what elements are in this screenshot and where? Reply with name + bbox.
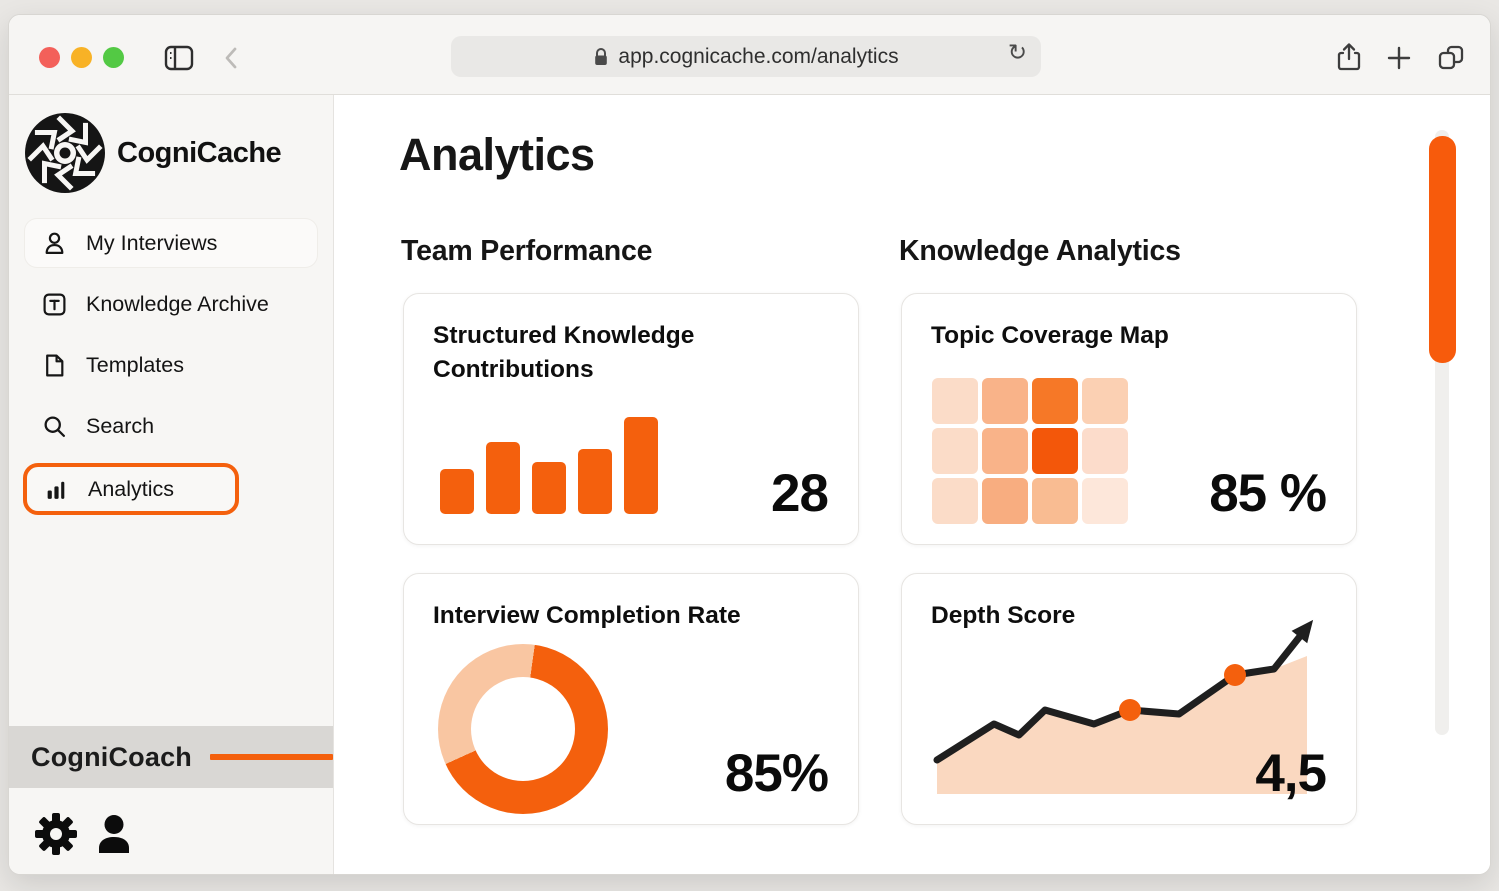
url-field[interactable]: app.cognicache.com/analytics ↻ [451,36,1041,77]
card-title: Interview Completion Rate [433,602,741,629]
card-value: 85% [724,744,829,803]
card-title: Topic Coverage Map [931,322,1169,349]
bar-chart [440,417,658,514]
brand-name: CogniCache [117,136,282,169]
sidebar-toggle-icon[interactable] [164,45,194,71]
card-value: 4,5 [1255,744,1327,803]
browser-toolbar: app.cognicache.com/analytics ↻ [9,15,1490,95]
card-title: Structured Knowledge Contributions [433,322,695,383]
card-topic-coverage-map: Topic Coverage Map 85 % [901,293,1357,545]
card-value: 28 [771,464,829,523]
sidebar-item-label: Templates [86,352,184,377]
sidebar-item-templates[interactable]: Templates [25,341,317,389]
sidebar-item-label: Knowledge Archive [86,291,269,316]
lock-icon [595,47,608,65]
document-icon [41,352,67,378]
brand: CogniCache [9,95,333,205]
tab-overview-icon[interactable] [1437,44,1465,72]
card-title: Depth Score [931,602,1076,629]
cognicache-logo-icon [25,113,105,193]
scrollbar-thumb[interactable] [1429,136,1456,363]
close-window-button[interactable] [39,47,60,68]
analytics-page: Analytics Team Performance Knowledge Ana… [334,95,1490,874]
sidebar-item-label: Analytics [88,476,175,501]
traffic-lights [39,47,124,68]
sidebar-item-analytics[interactable]: Analytics [23,463,239,515]
section-knowledge-analytics: Knowledge Analytics [899,235,1181,267]
browser-window: app.cognicache.com/analytics ↻ [8,14,1491,875]
new-tab-plus-icon[interactable] [1387,46,1411,70]
card-interview-completion-rate: Interview Completion Rate 85% [403,573,859,825]
cognicoach-label: CogniCoach [31,741,192,772]
sidebar-item-label: Search [86,413,155,438]
url-text: app.cognicache.com/analytics [618,44,899,68]
cognicoach-banner[interactable]: CogniCoach [9,726,333,788]
search-icon [41,413,67,439]
sidebar-item-search[interactable]: Search [25,402,317,450]
card-structured-knowledge-contributions: Structured Knowledge Contributions 28 [403,293,859,545]
card-depth-score: Depth Score 4,5 [901,573,1357,825]
page-title: Analytics [399,129,595,180]
zoom-window-button[interactable] [103,47,124,68]
app-sidebar: CogniCache My Interviews [9,95,334,874]
cognicoach-rule [210,754,333,760]
refresh-icon[interactable]: ↻ [1007,40,1027,66]
section-team-performance: Team Performance [401,235,653,267]
minimize-window-button[interactable] [71,47,92,68]
sidebar-item-knowledge-archive[interactable]: Knowledge Archive [25,280,317,328]
donut-chart [438,644,608,814]
letter-t-box-icon [41,291,67,317]
line-chart [933,619,1314,794]
card-value: 85 % [1209,464,1327,523]
share-icon[interactable] [1335,42,1363,72]
sidebar-item-my-interviews[interactable]: My Interviews [25,219,317,267]
account-person-icon[interactable] [91,811,137,860]
bar-chart-icon [43,476,69,502]
sidebar-footer-icons [33,811,137,860]
heatmap-chart [932,378,1128,524]
back-chevron-icon[interactable] [223,46,239,70]
settings-gear-icon[interactable] [33,811,79,860]
sidebar-item-label: My Interviews [86,230,218,255]
person-icon [41,230,67,256]
sidebar-nav: My Interviews Knowledge Archive [9,205,333,515]
